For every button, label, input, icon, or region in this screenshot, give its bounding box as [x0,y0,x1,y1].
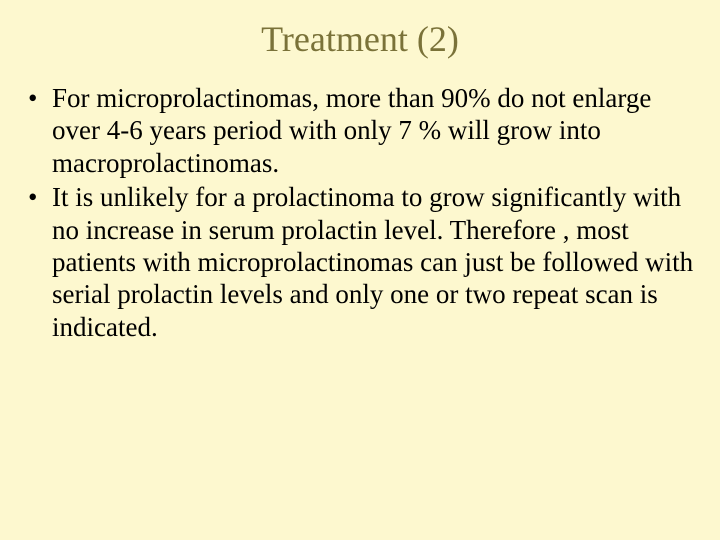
list-item: It is unlikely for a prolactinoma to gro… [20,181,700,343]
slide-title: Treatment (2) [20,18,700,60]
bullet-list: For microprolactinomas, more than 90% do… [20,82,700,343]
slide-container: Treatment (2) For microprolactinomas, mo… [0,0,720,540]
list-item: For microprolactinomas, more than 90% do… [20,82,700,179]
